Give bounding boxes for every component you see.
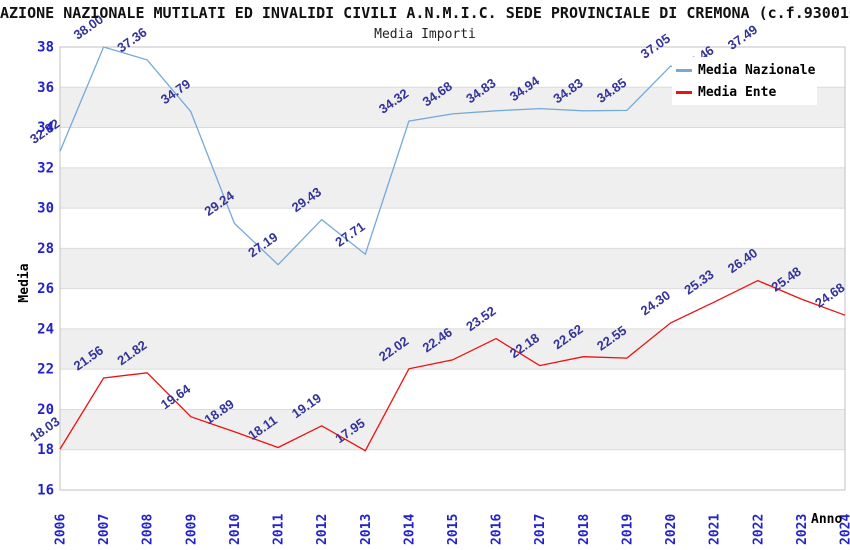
chart-subtitle: Media Importi — [374, 27, 476, 42]
svg-text:20: 20 — [37, 402, 54, 418]
svg-text:18: 18 — [37, 442, 54, 458]
svg-text:30: 30 — [37, 201, 54, 217]
svg-text:2011: 2011 — [272, 514, 287, 545]
legend-item-media-nazionale: Media Nazionale — [676, 59, 817, 81]
legend-line-sample-blue — [676, 68, 692, 72]
svg-text:2022: 2022 — [751, 514, 766, 545]
svg-text:2024: 2024 — [839, 514, 850, 545]
legend-item-media-ente: Media Ente — [676, 81, 817, 103]
svg-text:32: 32 — [37, 160, 54, 176]
svg-text:22: 22 — [37, 362, 54, 378]
svg-text:2015: 2015 — [446, 514, 461, 545]
svg-text:34: 34 — [37, 120, 54, 136]
svg-text:36: 36 — [37, 80, 54, 96]
svg-text:2023: 2023 — [795, 514, 810, 545]
svg-text:2006: 2006 — [54, 514, 69, 545]
svg-text:2016: 2016 — [490, 514, 505, 545]
svg-text:26: 26 — [37, 281, 54, 297]
svg-text:2014: 2014 — [402, 514, 417, 545]
x-axis-title: Anno — [811, 512, 843, 527]
legend: Media Nazionale Media Ente — [672, 57, 817, 105]
svg-text:16: 16 — [37, 483, 54, 499]
svg-text:2008: 2008 — [141, 514, 156, 545]
svg-text:18.03: 18.03 — [27, 414, 62, 445]
legend-line-sample-red — [676, 90, 692, 94]
svg-text:38: 38 — [37, 40, 54, 56]
legend-label: Media Ente — [698, 84, 777, 100]
svg-text:2010: 2010 — [228, 514, 243, 545]
chart-title: AZIONE NAZIONALE MUTILATI ED INVALIDI CI… — [0, 4, 850, 22]
svg-text:2017: 2017 — [533, 514, 548, 545]
legend-label: Media Nazionale — [698, 62, 816, 78]
svg-text:2009: 2009 — [184, 514, 199, 545]
svg-text:28: 28 — [37, 241, 54, 257]
svg-text:2020: 2020 — [664, 514, 679, 545]
svg-text:24: 24 — [37, 321, 54, 337]
svg-text:2013: 2013 — [359, 514, 374, 545]
svg-text:2019: 2019 — [620, 514, 635, 545]
svg-text:2018: 2018 — [577, 514, 592, 545]
y-axis-title: Media — [17, 263, 32, 303]
svg-text:2021: 2021 — [708, 514, 723, 545]
svg-text:2007: 2007 — [97, 514, 112, 545]
svg-text:2012: 2012 — [315, 514, 330, 545]
